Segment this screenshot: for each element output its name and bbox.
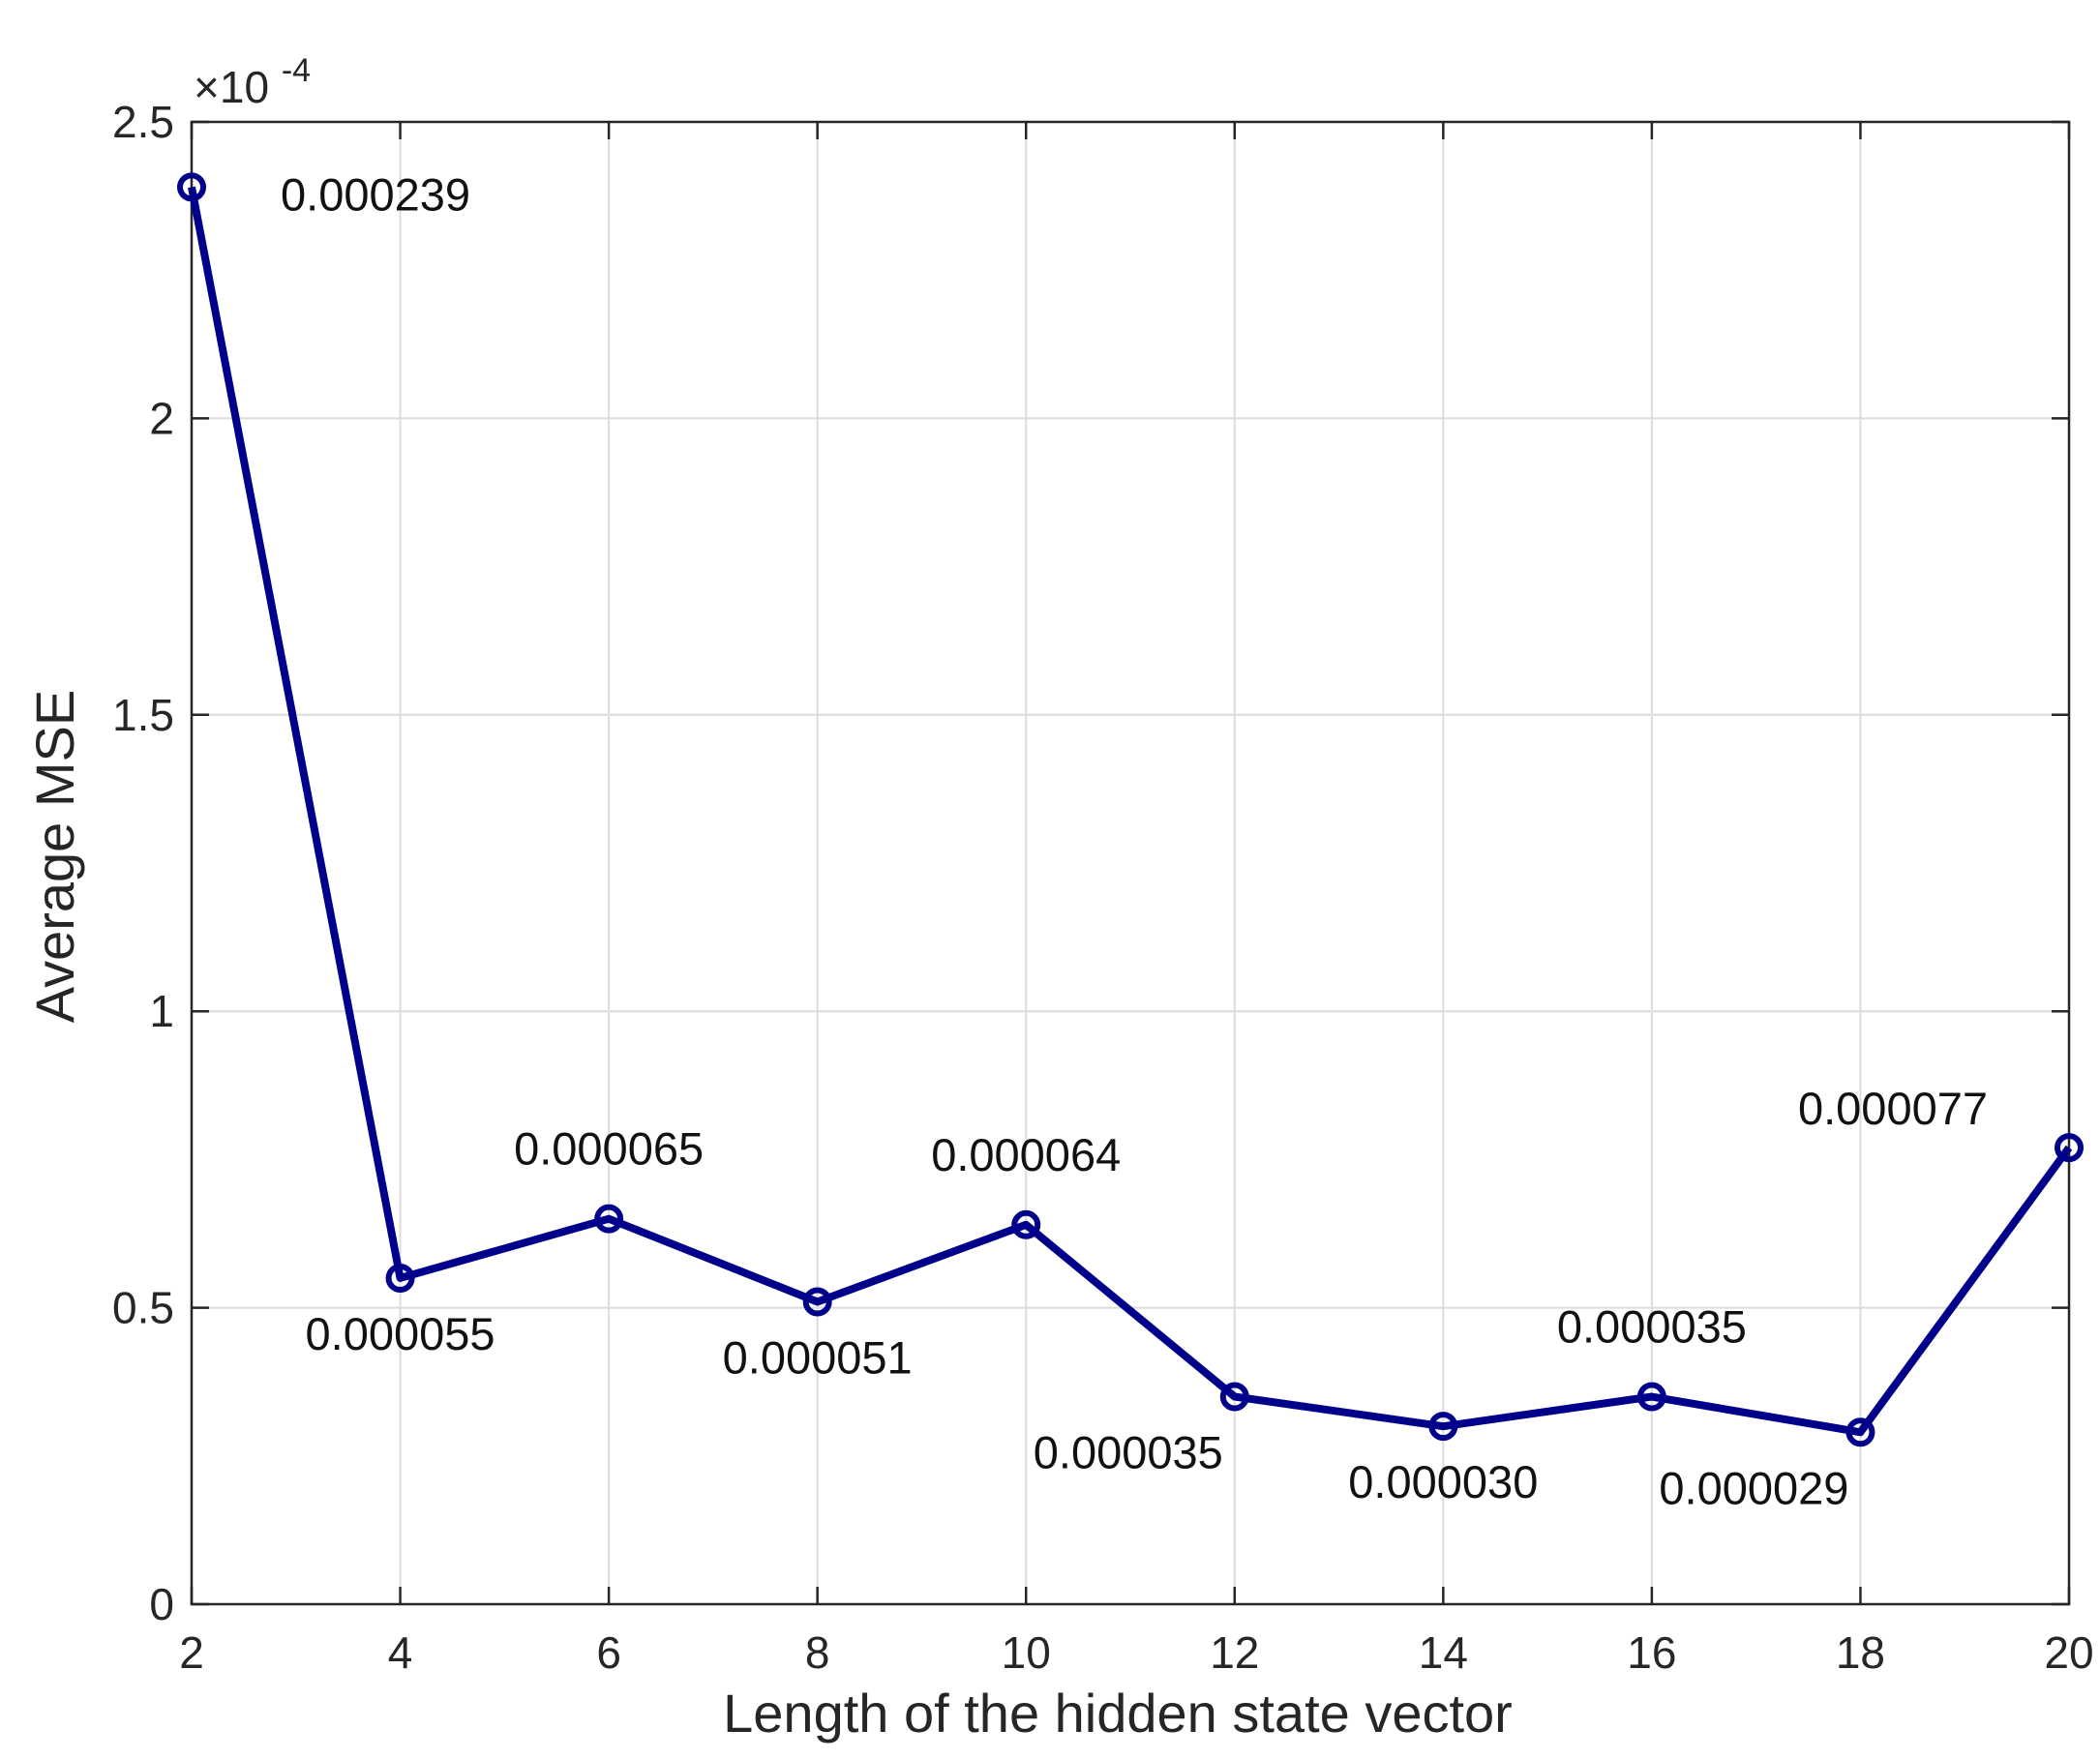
data-label: 0.000077 — [1798, 1083, 1988, 1134]
data-point-marker — [802, 1287, 832, 1317]
y-tick-label: 1.5 — [112, 690, 174, 740]
tick-labels: 2 4 6 8 10 12 14 16 18 20 0 0.5 1 1.5 2 2.5 — [112, 97, 2094, 1678]
series-line — [188, 186, 2073, 1437]
y-exponent-label: ×10 -4 — [194, 52, 311, 112]
y-exponent-prefix: ×10 — [194, 62, 269, 112]
y-tick-label: 0.5 — [112, 1283, 174, 1333]
data-point-marker — [1011, 1209, 1041, 1239]
axes-box — [190, 120, 2071, 1606]
x-tick-label: 12 — [1210, 1627, 1259, 1678]
y-tick-label: 2 — [149, 393, 174, 443]
x-tick-label: 6 — [596, 1627, 621, 1678]
y-exponent-power: -4 — [282, 52, 311, 89]
x-tick-label: 18 — [1836, 1627, 1885, 1678]
data-point-marker — [177, 172, 206, 202]
x-tick-label: 14 — [1419, 1627, 1468, 1678]
data-label: 0.000029 — [1659, 1462, 1848, 1513]
data-label: 0.000055 — [306, 1308, 495, 1359]
x-tick-label: 10 — [1002, 1627, 1051, 1678]
data-label: 0.000035 — [1557, 1301, 1747, 1353]
data-label: 0.000030 — [1348, 1456, 1538, 1507]
ticks — [190, 120, 2071, 1606]
data-label: 0.000064 — [931, 1129, 1121, 1180]
data-point-marker — [1219, 1382, 1249, 1412]
x-tick-label: 4 — [388, 1627, 413, 1678]
data-label: 0.000065 — [514, 1123, 704, 1175]
y-tick-label: 2.5 — [112, 97, 174, 147]
plot-frame — [190, 120, 2071, 1606]
x-tick-label: 2 — [179, 1627, 204, 1678]
x-axis-label: Length of the hidden state vector — [723, 1683, 1513, 1744]
series-group — [177, 172, 2084, 1447]
y-axis-label: Average MSE — [24, 690, 85, 1023]
x-tick-label: 20 — [2044, 1627, 2093, 1678]
data-label: 0.000239 — [281, 168, 470, 220]
data-label: 0.000051 — [723, 1331, 913, 1383]
data-point-marker — [1636, 1382, 1666, 1412]
y-tick-label: 1 — [149, 986, 174, 1036]
x-tick-label: 8 — [805, 1627, 830, 1678]
data-point-marker — [385, 1263, 415, 1293]
data-point-marker — [2055, 1133, 2084, 1163]
y-tick-label: 0 — [149, 1579, 174, 1629]
data-label: 0.000035 — [1034, 1427, 1223, 1478]
x-tick-label: 16 — [1627, 1627, 1676, 1678]
data-point-marker — [1428, 1412, 1458, 1442]
data-point-marker — [594, 1204, 624, 1234]
data-point-marker — [1845, 1417, 1875, 1447]
data-labels: 0.000239 0.000055 0.000065 0.000051 0.000064… — [281, 168, 1988, 1513]
